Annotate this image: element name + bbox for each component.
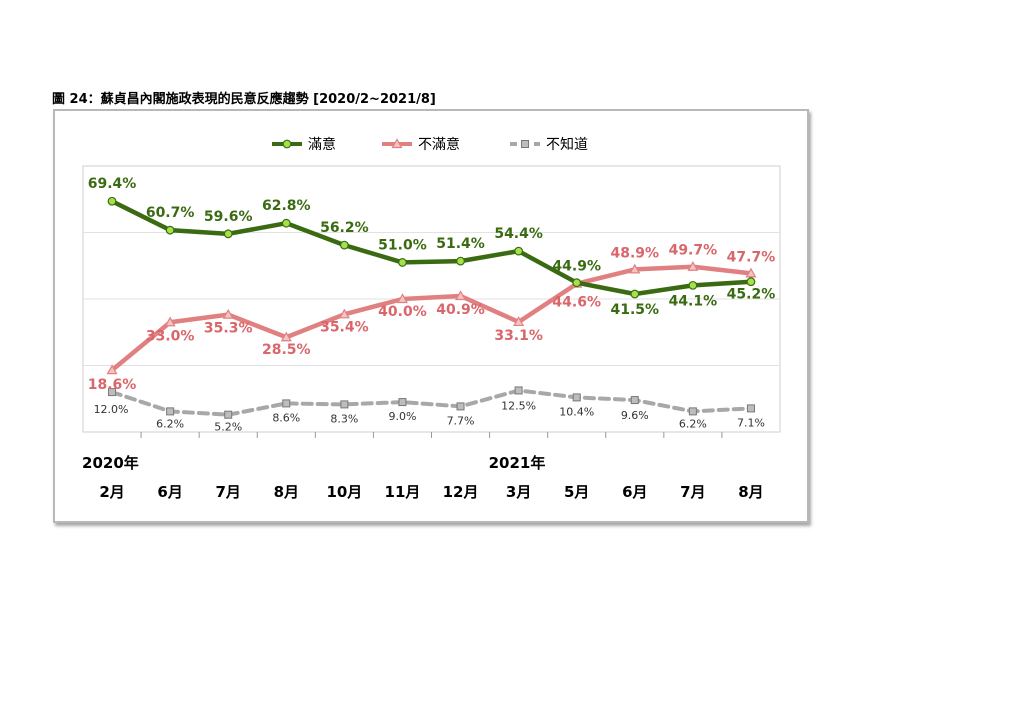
data-label-unknown: 7.7% <box>447 414 475 427</box>
data-label-unknown: 9.6% <box>621 409 649 422</box>
data-label-dissatisfied: 48.9% <box>611 245 660 261</box>
data-label-dissatisfied: 35.3% <box>204 321 253 337</box>
data-point-unknown <box>514 386 523 395</box>
data-label-unknown: 8.6% <box>272 411 300 424</box>
data-label-dissatisfied: 33.1% <box>494 328 543 344</box>
data-label-dissatisfied: 28.5% <box>262 342 311 358</box>
data-point-dissatisfied <box>280 331 292 342</box>
data-point-unknown <box>166 407 175 416</box>
legend-marker-icon <box>391 138 403 149</box>
data-label-dissatisfied: 49.7% <box>669 243 718 259</box>
data-point-unknown <box>340 400 349 409</box>
data-point-dissatisfied <box>455 290 467 301</box>
data-point-satisfied <box>165 225 175 235</box>
data-label-unknown: 5.2% <box>214 421 242 434</box>
data-label-satisfied: 56.2% <box>320 220 369 236</box>
legend-marker-icon <box>282 139 292 149</box>
data-labels: 69.4% 60.7% 59.6% 62.8% 56.2% 51.0% 51.4% 54.4%… <box>88 176 775 433</box>
x-tick-label: 6月 <box>157 483 183 501</box>
data-point-dissatisfied <box>338 308 350 319</box>
data-point-unknown <box>456 402 465 411</box>
x-tick-label: 2月 <box>99 483 125 501</box>
data-label-satisfied: 44.9% <box>552 259 601 275</box>
data-label-unknown: 12.0% <box>94 403 129 416</box>
data-label-dissatisfied: 40.9% <box>436 302 485 318</box>
data-point-unknown <box>630 396 639 405</box>
data-label-unknown: 9.0% <box>388 410 416 423</box>
series-line-unknown <box>110 388 753 417</box>
data-point-satisfied <box>514 246 524 256</box>
data-point-dissatisfied <box>396 293 408 304</box>
data-point-satisfied <box>746 277 756 287</box>
data-point-satisfied <box>281 218 291 228</box>
data-label-satisfied: 45.2% <box>727 287 776 303</box>
data-point-satisfied <box>630 289 640 299</box>
data-label-satisfied: 69.4% <box>88 176 137 192</box>
data-label-dissatisfied: 35.4% <box>320 319 369 335</box>
x-tick-label: 6月 <box>622 483 648 501</box>
data-label-unknown: 7.1% <box>737 416 765 429</box>
data-label-satisfied: 51.4% <box>436 236 485 252</box>
data-point-unknown <box>572 393 581 402</box>
data-label-satisfied: 59.6% <box>204 209 253 225</box>
data-label-unknown: 6.2% <box>679 417 707 430</box>
data-label-satisfied: 54.4% <box>494 226 543 242</box>
data-point-unknown <box>398 398 407 407</box>
data-point-unknown <box>746 404 755 413</box>
data-label-satisfied: 51.0% <box>378 237 427 253</box>
data-label-satisfied: 44.1% <box>669 293 718 309</box>
data-point-dissatisfied <box>513 316 525 327</box>
data-label-dissatisfied: 18.6% <box>88 377 137 393</box>
legend-label: 不知道 <box>546 136 588 153</box>
data-point-unknown <box>282 399 291 408</box>
data-point-satisfied <box>223 229 233 239</box>
data-label-dissatisfied: 40.0% <box>378 304 427 320</box>
data-point-dissatisfied <box>222 308 234 319</box>
legend-label: 不滿意 <box>418 136 460 153</box>
x-tick-label: 11月 <box>384 483 421 501</box>
data-point-dissatisfied <box>164 316 176 327</box>
data-point-unknown <box>224 410 233 419</box>
x-tick-label: 3月 <box>505 483 532 501</box>
data-point-satisfied <box>572 278 582 288</box>
data-label-unknown: 6.2% <box>156 417 184 430</box>
x-tick-label: 8月 <box>273 483 299 501</box>
data-point-satisfied <box>456 256 465 266</box>
x-tick-label: 8月 <box>738 483 764 501</box>
data-label-unknown: 10.4% <box>559 405 594 418</box>
data-point-unknown <box>688 407 697 416</box>
year-label: 2020年 <box>82 454 139 472</box>
data-point-satisfied <box>688 280 698 290</box>
series-lines <box>106 196 757 419</box>
data-point-dissatisfied <box>629 263 641 274</box>
data-point-satisfied <box>107 196 117 206</box>
data-point-dissatisfied <box>687 261 699 271</box>
x-tick-label: 7月 <box>215 483 241 501</box>
data-point-dissatisfied <box>745 267 757 278</box>
x-tick-label: 7月 <box>680 483 706 501</box>
data-point-satisfied <box>339 240 349 250</box>
data-label-dissatisfied: 33.0% <box>146 328 195 344</box>
data-label-dissatisfied: 47.7% <box>727 249 776 265</box>
x-tick-label: 10月 <box>326 483 363 501</box>
series-line-satisfied <box>109 198 754 297</box>
data-point-unknown <box>108 388 117 397</box>
legend: 滿意 不滿意 不知道 <box>272 136 588 153</box>
data-label-satisfied: 62.8% <box>262 198 311 214</box>
data-point-dissatisfied <box>106 364 118 375</box>
data-label-unknown: 12.5% <box>501 399 536 412</box>
data-label-satisfied: 41.5% <box>611 302 660 318</box>
figure-title: 圖 24：蘇貞昌內閣施政表現的民意反應趨勢 [2020/2~2021/8] <box>52 92 436 107</box>
year-label: 2021年 <box>488 454 546 472</box>
data-label-satisfied: 60.7% <box>146 205 195 221</box>
legend-marker-icon <box>521 140 529 148</box>
data-point-satisfied <box>398 258 407 267</box>
data-label-unknown: 8.3% <box>330 412 358 425</box>
series-line-dissatisfied <box>109 264 754 373</box>
x-tick-label: 12月 <box>442 483 479 501</box>
legend-label: 滿意 <box>308 136 336 153</box>
x-tick-label: 5月 <box>563 483 590 501</box>
data-label-dissatisfied: 44.6% <box>552 295 601 311</box>
